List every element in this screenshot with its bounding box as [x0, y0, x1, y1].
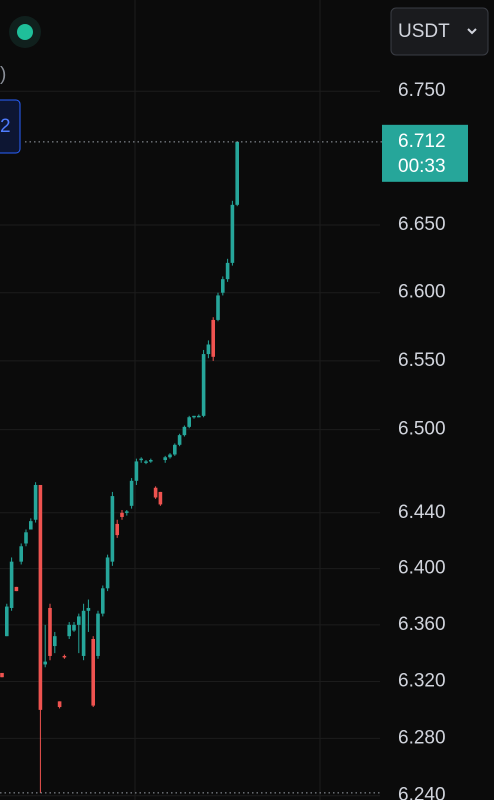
candle-body — [38, 484, 43, 710]
currency-label: USDT — [398, 21, 450, 42]
y-tick-label: 6.600 — [398, 282, 446, 303]
candle-body — [153, 487, 158, 498]
candle-body — [139, 458, 143, 461]
y-tick-label: 6.650 — [398, 214, 446, 235]
candle-body — [134, 461, 139, 481]
candle-body — [115, 523, 119, 536]
y-tick-label: 6.280 — [398, 727, 446, 748]
candle-body — [235, 141, 239, 205]
candle-body — [33, 484, 38, 520]
candle-body — [230, 204, 235, 263]
countdown: 00:33 — [398, 156, 446, 177]
candle-body — [120, 512, 124, 517]
candle-body — [14, 586, 19, 592]
candle-body — [149, 460, 153, 462]
y-tick-label: 6.240 — [398, 785, 446, 800]
y-tick-label: 6.550 — [398, 350, 446, 371]
y-tick-label: 6.360 — [398, 614, 446, 635]
candle-body — [187, 417, 191, 427]
candle-body — [168, 454, 172, 458]
candle-body — [77, 616, 81, 625]
candle-body — [62, 655, 67, 658]
candle-body — [110, 496, 115, 562]
candle-body — [206, 344, 211, 355]
candle-body — [163, 457, 167, 461]
candle-body — [86, 607, 91, 611]
candle-body — [29, 521, 33, 530]
currency-button[interactable] — [390, 7, 489, 56]
candle-body — [0, 672, 4, 678]
overlay: 6.712 00:33 — [0, 124, 468, 794]
chevron — [467, 28, 477, 35]
candle-body — [125, 511, 129, 513]
candle-body — [182, 426, 187, 436]
badge[interactable] — [0, 99, 21, 154]
candle-body — [225, 262, 230, 280]
candle-body — [96, 613, 100, 656]
candle-body — [105, 557, 110, 589]
candle-body — [221, 279, 225, 293]
candle-body — [57, 701, 62, 708]
y-tick-label: 6.750 — [398, 80, 446, 101]
candle-body — [129, 480, 134, 506]
y-tick-label: 6.440 — [398, 502, 446, 523]
candle-body — [158, 491, 163, 505]
last-price-box — [382, 124, 468, 182]
candle-body — [177, 435, 182, 445]
candle-body — [5, 606, 9, 637]
candle-body — [9, 561, 14, 608]
candle-body — [53, 636, 57, 647]
y-tick-label: 6.500 — [398, 419, 446, 440]
candles — [0, 141, 239, 793]
candle-body — [216, 295, 220, 320]
legend-fragment: ) — [0, 64, 6, 85]
grid: 6.240 6.280 6.320 6.360 6.400 6.440 6.500 6.550… — [0, 80, 446, 800]
candle-body — [201, 354, 206, 416]
y-tick-label: 6.320 — [398, 670, 446, 691]
candle-body — [144, 461, 148, 463]
candle-body — [173, 444, 177, 455]
last-price-label: 6.712 — [398, 131, 446, 152]
badge-text: 2 — [0, 116, 11, 137]
candle-body — [24, 532, 28, 544]
candle-body — [67, 624, 71, 637]
status-dot — [17, 24, 33, 40]
candle-body — [48, 607, 52, 656]
candle-body — [19, 546, 23, 562]
y-tick-label: 6.400 — [398, 558, 446, 579]
candle-body — [72, 624, 76, 631]
candle-body — [43, 661, 47, 665]
candle-body — [211, 319, 215, 357]
candle-body — [192, 415, 196, 418]
candle-body — [91, 638, 95, 706]
candle-body — [81, 610, 86, 656]
candle-body — [197, 415, 201, 418]
candle-body — [101, 588, 105, 614]
